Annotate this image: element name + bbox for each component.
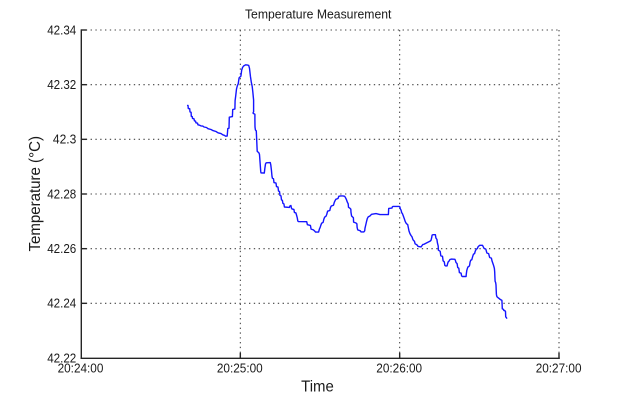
svg-text:20:27:00: 20:27:00 [536, 360, 582, 375]
svg-text:20:26:00: 20:26:00 [376, 360, 422, 375]
svg-text:42.24: 42.24 [47, 296, 76, 311]
svg-text:42.32: 42.32 [47, 77, 76, 92]
svg-text:Temperature (°C): Temperature (°C) [27, 136, 44, 252]
svg-text:42.26: 42.26 [47, 241, 76, 256]
svg-text:20:24:00: 20:24:00 [58, 360, 104, 375]
svg-text:Time: Time [301, 378, 334, 395]
svg-text:42.22: 42.22 [47, 350, 76, 365]
svg-text:42.3: 42.3 [53, 132, 76, 147]
svg-text:Temperature Measurement: Temperature Measurement [245, 7, 392, 22]
svg-text:42.34: 42.34 [47, 22, 76, 37]
svg-text:20:25:00: 20:25:00 [217, 360, 263, 375]
svg-text:42.28: 42.28 [47, 186, 76, 201]
